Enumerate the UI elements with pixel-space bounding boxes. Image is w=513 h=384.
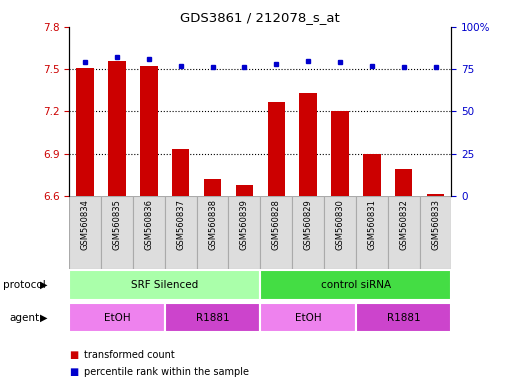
Bar	[363, 154, 381, 196]
Text: GSM560832: GSM560832	[399, 200, 408, 250]
Bar	[267, 101, 285, 196]
Text: R1881: R1881	[196, 313, 229, 323]
FancyBboxPatch shape	[356, 196, 388, 269]
Text: agent: agent	[9, 313, 40, 323]
FancyBboxPatch shape	[196, 196, 228, 269]
FancyBboxPatch shape	[292, 196, 324, 269]
FancyBboxPatch shape	[388, 196, 420, 269]
Text: GSM560836: GSM560836	[144, 200, 153, 250]
Text: GSM560834: GSM560834	[81, 200, 90, 250]
Bar	[204, 179, 221, 196]
FancyBboxPatch shape	[69, 303, 165, 333]
FancyBboxPatch shape	[420, 196, 451, 269]
FancyBboxPatch shape	[356, 303, 451, 333]
FancyBboxPatch shape	[101, 196, 133, 269]
Text: ▶: ▶	[40, 280, 48, 290]
FancyBboxPatch shape	[261, 303, 356, 333]
Text: GSM560838: GSM560838	[208, 200, 217, 250]
Bar	[235, 185, 253, 196]
FancyBboxPatch shape	[228, 196, 261, 269]
Text: GSM560828: GSM560828	[272, 200, 281, 250]
Bar	[108, 61, 126, 196]
FancyBboxPatch shape	[165, 303, 261, 333]
Text: EtOH: EtOH	[104, 313, 130, 323]
Text: SRF Silenced: SRF Silenced	[131, 280, 199, 290]
Text: ■: ■	[69, 367, 78, 377]
FancyBboxPatch shape	[324, 196, 356, 269]
Text: control siRNA: control siRNA	[321, 280, 391, 290]
FancyBboxPatch shape	[69, 196, 101, 269]
Text: percentile rank within the sample: percentile rank within the sample	[84, 367, 249, 377]
FancyBboxPatch shape	[165, 196, 196, 269]
Text: GSM560833: GSM560833	[431, 200, 440, 250]
Bar	[427, 194, 444, 196]
Text: EtOH: EtOH	[295, 313, 322, 323]
FancyBboxPatch shape	[69, 270, 261, 300]
Text: ■: ■	[69, 350, 78, 360]
Text: protocol: protocol	[3, 280, 45, 290]
Text: GSM560835: GSM560835	[112, 200, 122, 250]
Title: GDS3861 / 212078_s_at: GDS3861 / 212078_s_at	[181, 11, 340, 24]
Text: ▶: ▶	[40, 313, 48, 323]
Bar	[395, 169, 412, 196]
Bar	[76, 68, 94, 196]
Text: GSM560839: GSM560839	[240, 200, 249, 250]
FancyBboxPatch shape	[133, 196, 165, 269]
Text: R1881: R1881	[387, 313, 421, 323]
Text: GSM560829: GSM560829	[304, 200, 312, 250]
Text: transformed count: transformed count	[84, 350, 174, 360]
Text: GSM560830: GSM560830	[336, 200, 344, 250]
Bar	[172, 149, 189, 196]
FancyBboxPatch shape	[261, 270, 451, 300]
FancyBboxPatch shape	[261, 196, 292, 269]
Bar	[331, 111, 349, 196]
Text: GSM560837: GSM560837	[176, 200, 185, 250]
Bar	[140, 66, 157, 196]
Text: GSM560831: GSM560831	[367, 200, 377, 250]
Bar	[300, 93, 317, 196]
